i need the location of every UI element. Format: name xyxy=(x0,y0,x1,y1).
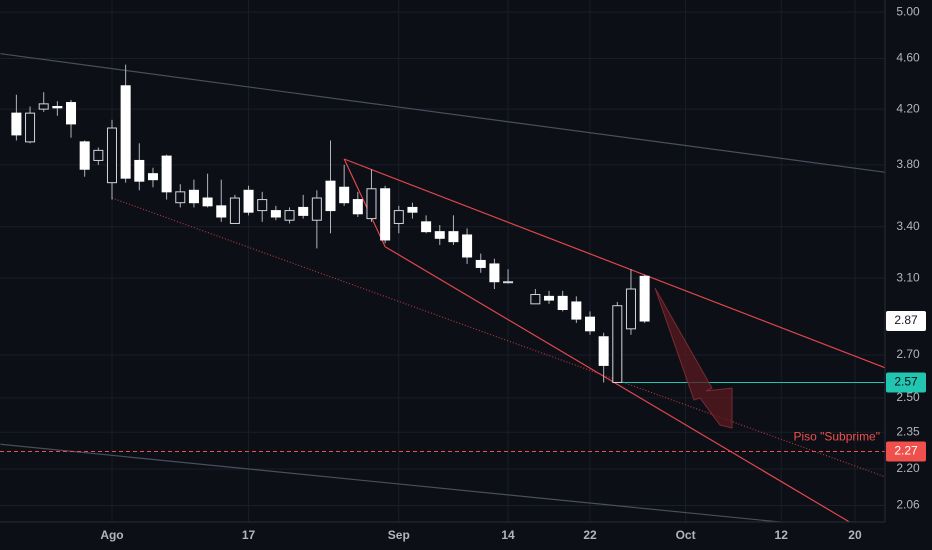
candle-body xyxy=(120,85,131,179)
x-tick-label: Sep xyxy=(388,528,410,542)
candle-body xyxy=(188,189,199,204)
x-tick-label: 14 xyxy=(501,528,515,542)
arrow xyxy=(654,287,733,429)
y-tick-label: 2.35 xyxy=(896,424,920,438)
candle-body xyxy=(79,141,90,170)
x-tick-label: 12 xyxy=(775,528,789,542)
candle-body xyxy=(557,295,568,311)
candle-body xyxy=(298,206,309,216)
candle-body xyxy=(202,197,213,207)
price-tag xyxy=(886,441,926,462)
candle-body xyxy=(106,127,117,184)
price-tag xyxy=(886,311,926,332)
candle-body xyxy=(93,149,104,161)
candle-body xyxy=(311,197,322,221)
candle-body xyxy=(257,199,268,212)
candle-body xyxy=(462,234,473,258)
y-tick-label: 3.80 xyxy=(896,157,920,171)
candle-body xyxy=(380,188,391,241)
candle-body xyxy=(66,102,77,125)
y-tick-label: 3.40 xyxy=(896,219,920,233)
candle-body xyxy=(571,301,582,320)
candle-body xyxy=(625,288,636,330)
candle-body xyxy=(434,231,445,239)
candle-body xyxy=(503,281,514,284)
y-tick-label: 3.10 xyxy=(896,270,920,284)
y-tick-label: 5.00 xyxy=(896,4,920,18)
candle-body xyxy=(270,210,281,218)
candle-body xyxy=(421,221,432,233)
trendline xyxy=(343,158,386,247)
candle-body xyxy=(284,210,295,221)
trendline xyxy=(0,443,780,523)
price-tag xyxy=(886,372,926,393)
candle-body xyxy=(489,263,500,283)
candle-body xyxy=(530,294,541,305)
y-tick-label: 2.06 xyxy=(896,498,920,512)
candle-body xyxy=(243,189,254,213)
trendline xyxy=(0,53,885,173)
candle-body xyxy=(544,295,555,301)
trendline xyxy=(384,246,850,523)
y-tick-label: 4.60 xyxy=(896,51,920,65)
candle-body xyxy=(161,155,172,193)
candle-body xyxy=(393,210,404,224)
candle-body xyxy=(38,103,49,110)
candle-body xyxy=(52,105,63,109)
y-tick-label: 2.20 xyxy=(896,461,920,475)
candle-body xyxy=(25,112,36,143)
price-tag-label: 2.57 xyxy=(894,375,918,389)
candle-body xyxy=(584,316,596,332)
x-tick-label: 22 xyxy=(583,528,597,542)
y-tick-label: 2.50 xyxy=(896,390,920,404)
y-tick-label: 4.20 xyxy=(896,101,920,115)
candle-body xyxy=(598,336,609,366)
trendline xyxy=(111,197,885,478)
candle-body xyxy=(216,205,227,218)
x-tick-label: 17 xyxy=(242,528,256,542)
candle-body xyxy=(134,159,145,182)
candle-body xyxy=(352,199,363,215)
y-tick-label: 2.70 xyxy=(896,347,920,361)
candle-body xyxy=(639,275,650,322)
candle-body xyxy=(11,112,22,136)
trendline xyxy=(343,158,885,369)
candle-body xyxy=(407,206,418,213)
price-tag-label: 2.87 xyxy=(894,313,918,327)
candle-body xyxy=(448,231,459,243)
candle-body xyxy=(339,186,350,204)
candle-body xyxy=(229,197,240,224)
candle-body xyxy=(175,191,186,204)
x-tick-label: Oct xyxy=(676,528,696,542)
price-tag-label: 2.27 xyxy=(894,444,918,458)
candle-body xyxy=(147,173,158,181)
annotation: Piso "Subprime" xyxy=(793,430,880,444)
candle-body xyxy=(325,180,336,212)
candle-body xyxy=(366,188,377,220)
x-tick-label: Ago xyxy=(100,528,123,542)
x-tick-label: 20 xyxy=(848,528,862,542)
candle-body xyxy=(475,259,486,268)
candle-body xyxy=(612,305,623,383)
